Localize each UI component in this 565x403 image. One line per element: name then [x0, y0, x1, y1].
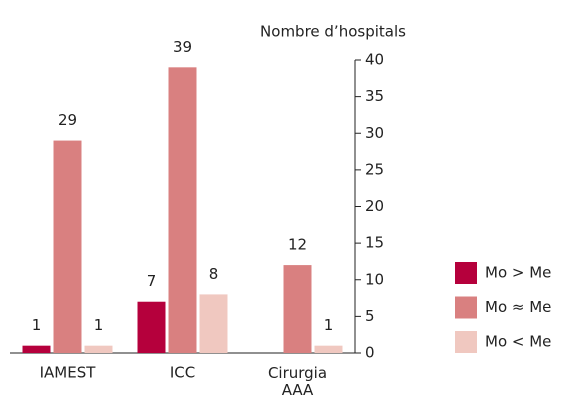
- value-label: 29: [58, 111, 77, 129]
- y-tick-label: 35: [365, 87, 384, 105]
- y-tick-label: 25: [365, 160, 384, 178]
- bar: [84, 345, 113, 353]
- bar: [137, 301, 166, 353]
- value-label: 1: [324, 316, 334, 334]
- value-label: 12: [288, 236, 307, 254]
- y-tick-label: 0: [365, 344, 375, 362]
- value-label: 1: [32, 316, 42, 334]
- bar: [22, 345, 51, 353]
- bar: [199, 294, 228, 353]
- legend-label: Mo ≈ Me: [485, 298, 551, 316]
- axis-title: Nombre d’hospitals: [260, 23, 406, 41]
- bar: [314, 345, 343, 353]
- x-tick-label: ICC: [170, 364, 195, 382]
- y-tick-label: 5: [365, 307, 375, 325]
- value-label: 1: [94, 316, 104, 334]
- y-tick-label: 20: [365, 197, 384, 215]
- y-tick-label: 15: [365, 234, 384, 252]
- bar: [283, 265, 312, 353]
- value-label: 8: [209, 265, 219, 283]
- y-tick-label: 40: [365, 51, 384, 69]
- legend-label: Mo < Me: [485, 333, 551, 351]
- y-tick-label: 10: [365, 270, 384, 288]
- x-tick-label: IAMEST: [40, 364, 97, 382]
- bar: [53, 140, 82, 353]
- value-label: 7: [147, 272, 157, 290]
- legend-label: Mo > Me: [485, 264, 551, 282]
- x-tick-label: Cirurgia AAA: [268, 364, 327, 399]
- legend-swatch: [455, 331, 477, 353]
- bar: [168, 67, 197, 353]
- y-tick-label: 30: [365, 124, 384, 142]
- value-label: 39: [173, 38, 192, 56]
- legend-swatch: [455, 296, 477, 319]
- legend-swatch: [455, 262, 477, 284]
